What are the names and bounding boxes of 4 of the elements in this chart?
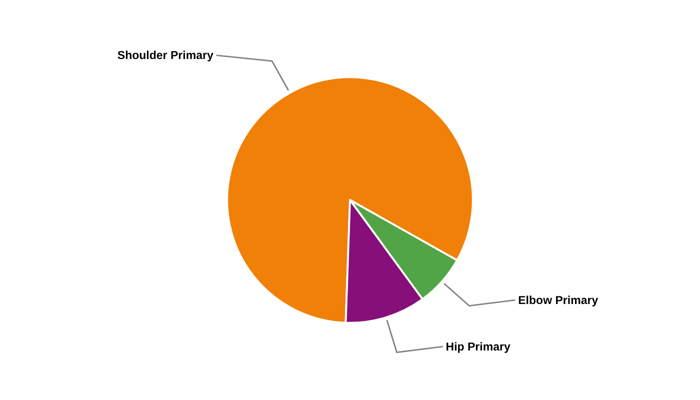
slice-label: Hip Primary [446,341,511,354]
slice-label: Elbow Primary [518,294,599,307]
slice-label: Shoulder Primary [117,50,214,62]
pie-slice [226,76,474,324]
